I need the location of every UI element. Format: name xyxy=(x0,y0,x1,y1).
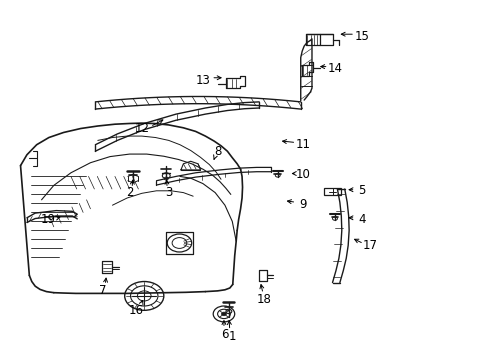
Text: 17: 17 xyxy=(363,239,377,252)
Text: 8: 8 xyxy=(213,145,221,158)
Text: 16: 16 xyxy=(128,304,143,317)
Text: 13: 13 xyxy=(195,74,210,87)
Text: 15: 15 xyxy=(354,30,368,42)
Text: 12: 12 xyxy=(134,122,149,135)
Text: 1: 1 xyxy=(228,330,236,343)
Text: 19: 19 xyxy=(41,213,55,226)
Text: 4: 4 xyxy=(357,213,365,226)
Text: 11: 11 xyxy=(295,138,310,150)
Text: 18: 18 xyxy=(256,293,271,306)
Text: 10: 10 xyxy=(295,168,310,181)
Text: 5: 5 xyxy=(357,184,365,197)
Text: 3: 3 xyxy=(164,186,172,199)
Text: 6: 6 xyxy=(221,328,228,341)
Text: 7: 7 xyxy=(99,284,106,297)
Circle shape xyxy=(221,312,226,316)
Text: 9: 9 xyxy=(299,198,306,211)
Text: 2: 2 xyxy=(125,186,133,199)
Text: 14: 14 xyxy=(327,62,342,75)
